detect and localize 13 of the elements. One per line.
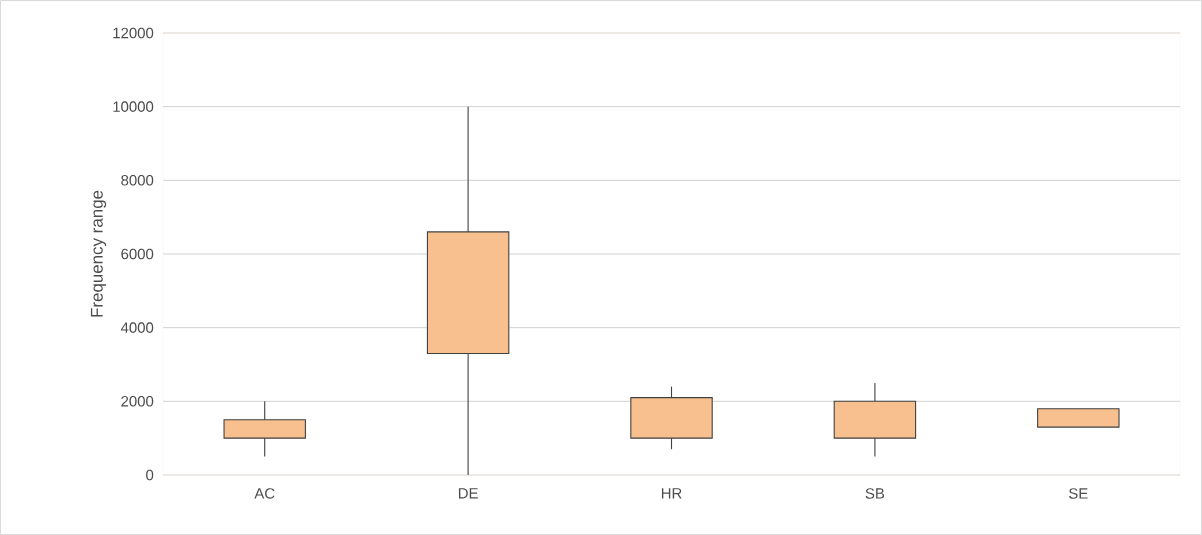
x-tick-label: AC [254,488,275,499]
x-tick-label: SE [1069,488,1088,499]
y-tick-label: 12000 [113,27,154,39]
y-tick-label: 10000 [113,101,154,112]
y-tick-label: 6000 [121,248,154,260]
x-tick-label: DE [458,488,478,499]
y-tick-label: 4000 [120,322,154,333]
x-tick-label: SB [865,488,885,499]
y-tick-label: 0 [146,469,154,481]
y-axis-title: Frequency range [90,190,107,317]
y-tick-label: 2000 [121,396,154,407]
x-tick-label: HR [661,488,682,499]
y-tick-label: 8000 [121,175,154,186]
